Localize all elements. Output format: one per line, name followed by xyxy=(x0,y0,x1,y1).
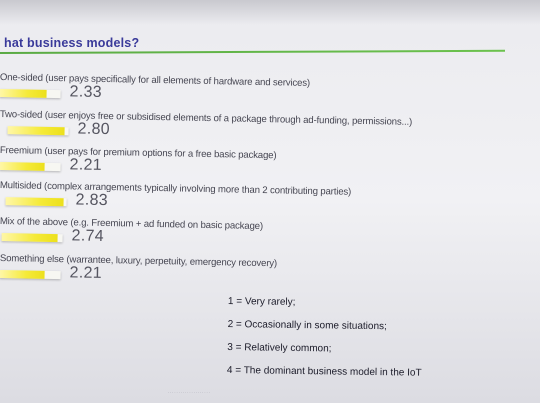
score-bar-fill xyxy=(0,269,45,279)
score-value: 2.21 xyxy=(69,156,103,174)
question-something-else: Something else (warrantee, luxury, perpe… xyxy=(0,253,540,282)
score-row: 2.21 xyxy=(0,156,300,180)
legend-item: 4 = The dominant business model in the I… xyxy=(226,364,422,379)
title-divider xyxy=(0,49,505,54)
footer-note: · · · · · · · · · · · · · · · · · · · · xyxy=(168,391,210,395)
score-bar-fill xyxy=(1,233,58,243)
legend-item: 1 = Very rarely; xyxy=(227,296,296,308)
score-row: 2.80 xyxy=(7,120,307,144)
score-value: 2.74 xyxy=(71,227,105,245)
score-bar-fill xyxy=(0,88,48,98)
score-value: 2.80 xyxy=(77,120,111,139)
scale-legend: 1 = Very rarely; 2 = Occasionally in som… xyxy=(227,296,528,379)
score-row: 2.21 xyxy=(0,264,300,288)
score-row: 2.83 xyxy=(5,191,305,215)
question-multisided: Multisided (complex arrangements typical… xyxy=(0,180,540,209)
question-one-sided: One-sided (user pays specifically for al… xyxy=(0,72,540,101)
question-mix: Mix of the above (e.g. Freemium + ad fun… xyxy=(0,216,540,245)
question-two-sided: Two-sided (user enjoys free or subsidise… xyxy=(0,109,540,138)
score-bar xyxy=(7,126,69,136)
legend-item: 3 = Relatively common; xyxy=(227,341,332,355)
score-value: 2.21 xyxy=(69,264,103,282)
score-value: 2.33 xyxy=(69,83,103,101)
score-bar xyxy=(0,88,61,99)
score-bar-fill xyxy=(5,197,64,207)
score-bar-fill xyxy=(0,161,45,171)
score-bar-fill xyxy=(7,126,65,136)
score-row: 2.33 xyxy=(0,83,300,107)
slide-title: hat business models? xyxy=(4,36,140,50)
score-bar xyxy=(0,161,61,172)
legend-item: 2 = Occasionally in some situations; xyxy=(227,318,387,333)
score-bar xyxy=(5,197,67,207)
score-bar xyxy=(0,269,61,280)
score-value: 2.83 xyxy=(75,191,109,210)
score-bar xyxy=(1,233,63,243)
score-row: 2.74 xyxy=(1,227,301,251)
question-freemium: Freemium (user pays for premium options … xyxy=(0,145,540,174)
